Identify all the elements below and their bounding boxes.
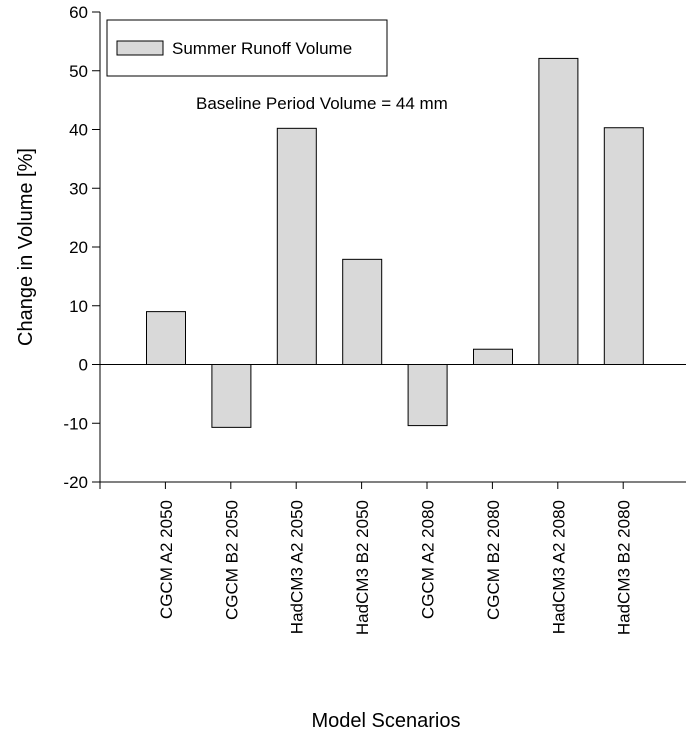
y-axis-title: Change in Volume [%]	[15, 148, 37, 346]
x-category-label: HadCM3 B2 2050	[353, 500, 372, 635]
x-category-label: CGCM B2 2080	[484, 500, 503, 620]
y-tick-label: 40	[69, 121, 88, 140]
y-tick-label: 10	[69, 297, 88, 316]
axes-layer: -20 -10 0 10 20 30 40 50 60 CGCM A2 2050 CGCM B2 2…	[63, 3, 686, 635]
x-category-label: CGCM B2 2050	[222, 500, 241, 620]
x-category-label: CGCM A2 2080	[419, 500, 438, 619]
bar	[211, 364, 252, 428]
bar	[538, 57, 579, 365]
x-category-label: HadCM3 B2 2080	[615, 500, 634, 635]
bar	[407, 364, 448, 427]
y-tick-label: 50	[69, 62, 88, 81]
bar	[146, 311, 186, 365]
legend: Summer Runoff Volume	[106, 19, 388, 77]
x-axis-title: Model Scenarios	[312, 710, 461, 732]
bar	[603, 127, 644, 365]
y-tick-label: 30	[69, 179, 88, 198]
x-category-label: HadCM3 A2 2080	[549, 500, 568, 634]
x-category-label: HadCM3 A2 2050	[288, 500, 307, 634]
bar	[342, 258, 383, 365]
x-category-label: CGCM A2 2050	[157, 500, 176, 619]
bars-layer	[146, 57, 644, 428]
y-tick-label: 20	[69, 238, 88, 257]
y-tick-label: -20	[63, 473, 88, 492]
legend-swatch	[116, 40, 164, 56]
legend-label: Summer Runoff Volume	[172, 39, 352, 58]
y-tick-label: 0	[79, 356, 88, 375]
y-tick-label: -10	[63, 414, 88, 433]
bar	[473, 348, 513, 366]
y-tick-label: 60	[69, 3, 88, 22]
bar	[276, 127, 317, 365]
baseline-annotation: Baseline Period Volume = 44 mm	[196, 94, 448, 113]
